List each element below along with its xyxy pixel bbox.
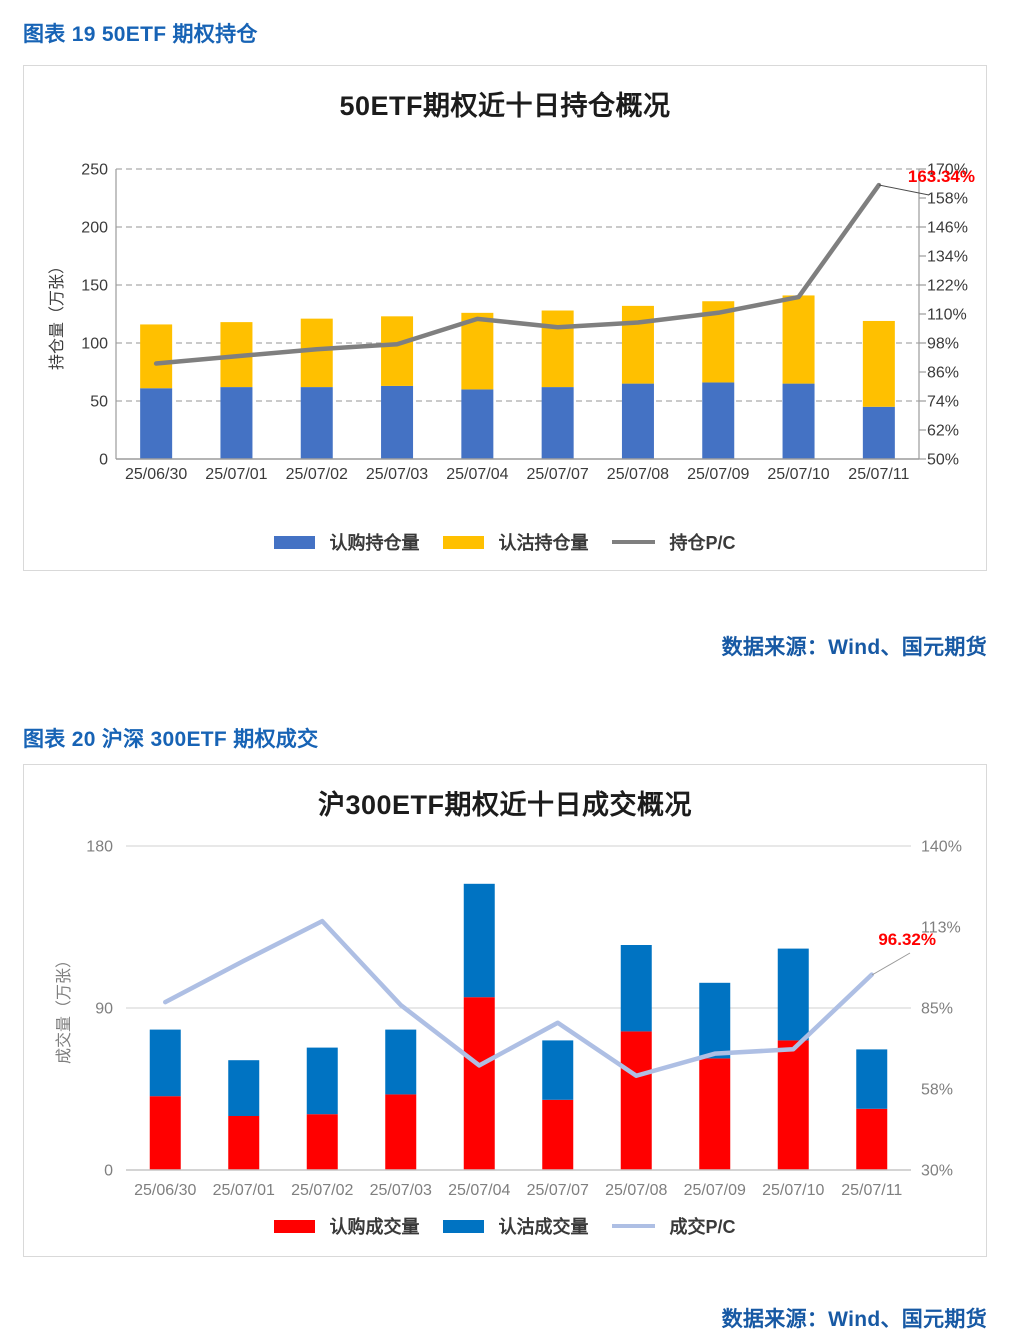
svg-text:持仓量（万张）: 持仓量（万张）	[48, 258, 66, 370]
chart-300etf-volume-legend: 认购成交量 认沽成交量 成交P/C	[24, 1213, 986, 1239]
svg-text:25/07/11: 25/07/11	[841, 1182, 902, 1199]
svg-text:30%: 30%	[921, 1163, 953, 1180]
legend-label: 成交P/C	[669, 1217, 736, 1237]
legend-item-call-oi: 认购持仓量	[274, 529, 419, 555]
svg-text:25/07/03: 25/07/03	[366, 466, 428, 483]
svg-text:25/07/04: 25/07/04	[448, 1182, 510, 1199]
svg-text:140%: 140%	[921, 839, 962, 856]
svg-text:100: 100	[81, 336, 108, 353]
chart-300etf-volume-panel: 0 90 180 30% 58% 85% 113% 140% 25/06/30 25/07/01 2…	[23, 764, 987, 1257]
legend-label: 认沽持仓量	[498, 533, 589, 553]
svg-text:50%: 50%	[927, 452, 959, 469]
svg-text:25/07/11: 25/07/11	[848, 466, 909, 483]
legend-item-put-volume: 认沽成交量	[443, 1213, 588, 1239]
svg-text:74%: 74%	[927, 394, 959, 411]
svg-text:200: 200	[81, 220, 108, 237]
svg-text:98%: 98%	[927, 336, 959, 353]
chart-50etf-holdings-panel: 0 50 100 150 200 250 50% 62% 74% 86% 98% 110% 122% 13…	[23, 65, 987, 571]
put-oi-swatch	[443, 535, 485, 549]
svg-text:成交量（万张）: 成交量（万张）	[55, 952, 73, 1064]
legend-label: 认购持仓量	[329, 533, 420, 553]
svg-text:25/07/07: 25/07/07	[527, 466, 589, 483]
svg-text:85%: 85%	[921, 1001, 953, 1018]
chart-300etf-volume-plot: 0 90 180 30% 58% 85% 113% 140% 25/06/30 25/07/01 2…	[55, 839, 962, 1200]
svg-text:150: 150	[81, 278, 108, 295]
chart-50etf-holdings-title: 50ETF期权近十日持仓概况	[339, 91, 671, 121]
svg-text:0: 0	[99, 452, 108, 469]
svg-text:25/07/07: 25/07/07	[527, 1182, 589, 1199]
svg-text:25/07/10: 25/07/10	[767, 466, 829, 483]
put-volume-swatch	[443, 1219, 485, 1233]
svg-text:158%: 158%	[927, 191, 968, 208]
svg-text:50: 50	[90, 394, 108, 411]
svg-text:25/07/04: 25/07/04	[446, 466, 508, 483]
svg-text:146%: 146%	[927, 220, 968, 237]
svg-text:25/07/08: 25/07/08	[607, 466, 669, 483]
svg-text:86%: 86%	[927, 365, 959, 382]
svg-text:25/07/10: 25/07/10	[762, 1182, 824, 1199]
legend-label: 持仓P/C	[669, 533, 736, 553]
svg-text:25/07/02: 25/07/02	[291, 1182, 353, 1199]
svg-text:25/07/08: 25/07/08	[605, 1182, 667, 1199]
legend-item-call-volume: 认购成交量	[274, 1213, 419, 1239]
svg-text:134%: 134%	[927, 249, 968, 266]
svg-text:110%: 110%	[927, 307, 967, 324]
svg-text:25/07/09: 25/07/09	[687, 466, 749, 483]
svg-text:113%: 113%	[921, 920, 961, 937]
chart-50etf-holdings-plot: 0 50 100 150 200 250 50% 62% 74% 86% 98% 110% 122% 13…	[48, 162, 975, 484]
legend-item-volume-pc-ratio: 成交P/C	[612, 1213, 736, 1239]
svg-text:25/07/02: 25/07/02	[286, 466, 348, 483]
svg-text:90: 90	[95, 1001, 113, 1018]
volume-pc-line-swatch	[612, 1224, 656, 1228]
figure-19-heading: 图表 19 50ETF 期权持仓	[23, 23, 258, 46]
figure-19-source: 数据来源：Wind、国元期货	[721, 636, 987, 659]
svg-text:96.32%: 96.32%	[878, 930, 936, 949]
call-volume-swatch	[274, 1219, 316, 1233]
chart-300etf-volume-title: 沪300ETF期权近十日成交概况	[317, 790, 693, 820]
chart-50etf-holdings-legend: 认购持仓量 认沽持仓量 持仓P/C	[24, 529, 986, 555]
legend-label: 认购成交量	[329, 1217, 420, 1237]
legend-item-put-oi: 认沽持仓量	[443, 529, 588, 555]
svg-text:122%: 122%	[927, 278, 968, 295]
svg-text:0: 0	[104, 1163, 113, 1180]
svg-text:250: 250	[81, 162, 108, 179]
svg-text:25/06/30: 25/06/30	[134, 1182, 196, 1199]
figure-20-source: 数据来源：Wind、国元期货	[721, 1308, 987, 1331]
call-oi-swatch	[274, 535, 316, 549]
svg-text:25/07/01: 25/07/01	[213, 1182, 275, 1199]
svg-text:62%: 62%	[927, 423, 959, 440]
svg-text:170%: 170%	[927, 162, 968, 179]
svg-text:25/06/30: 25/06/30	[125, 466, 187, 483]
svg-text:25/07/09: 25/07/09	[684, 1182, 746, 1199]
svg-text:25/07/03: 25/07/03	[370, 1182, 432, 1199]
figure-20-heading: 图表 20 沪深 300ETF 期权成交	[23, 728, 319, 751]
svg-text:58%: 58%	[921, 1082, 953, 1099]
svg-text:180: 180	[86, 839, 113, 856]
oi-pc-line-swatch	[612, 540, 656, 544]
legend-item-oi-pc-ratio: 持仓P/C	[612, 529, 736, 555]
legend-label: 认沽成交量	[498, 1217, 589, 1237]
svg-text:25/07/01: 25/07/01	[205, 466, 267, 483]
svg-text:163.34%: 163.34%	[908, 167, 975, 186]
